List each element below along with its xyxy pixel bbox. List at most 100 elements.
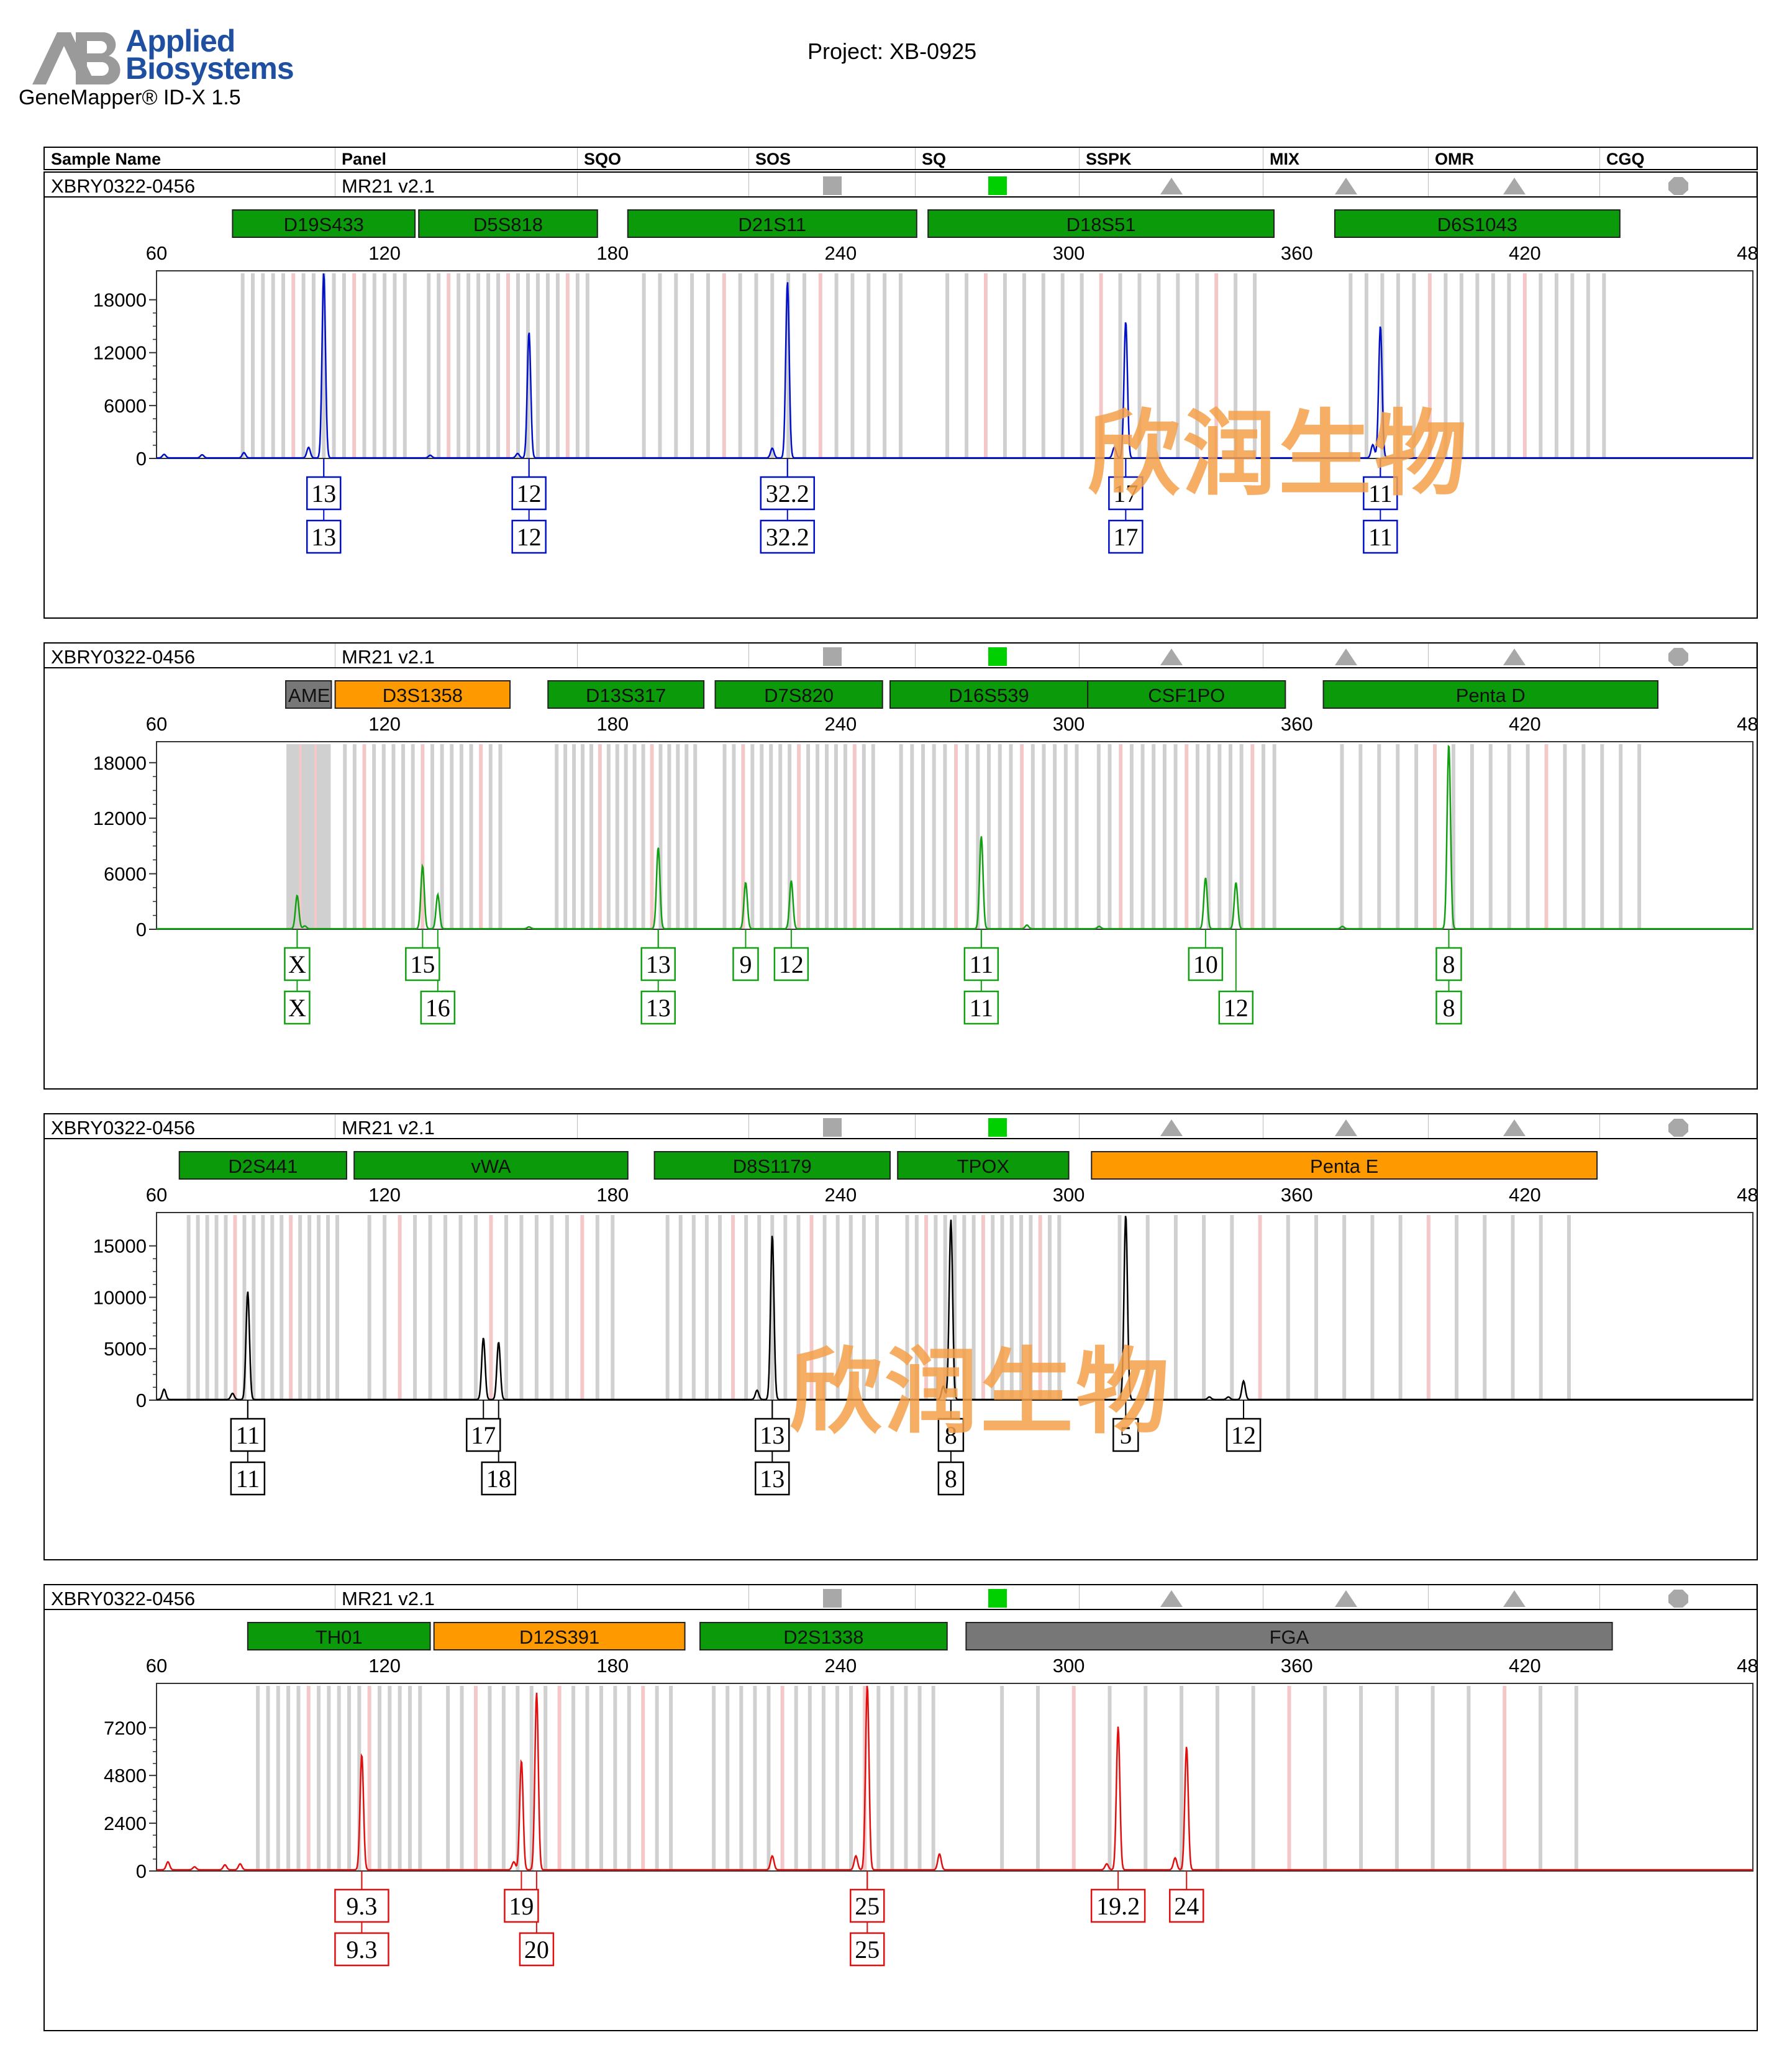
- sample-row[interactable]: XBRY0322-0456 MR21 v2.1: [45, 644, 1757, 668]
- marker-d16s539[interactable]: D16S539: [889, 680, 1089, 709]
- gray-square-icon[interactable]: [820, 647, 845, 666]
- marker-d8s1179[interactable]: D8S1179: [653, 1151, 891, 1180]
- marker-d3s1358[interactable]: D3S1358: [334, 680, 511, 709]
- allele-call[interactable]: 9.3: [334, 1871, 389, 1923]
- allele-call[interactable]: 11: [230, 1400, 266, 1452]
- allele-call[interactable]: 25: [850, 1871, 885, 1923]
- column-header-cgq[interactable]: CGQ: [1600, 148, 1757, 169]
- gray-triangle-icon[interactable]: [1334, 1118, 1358, 1137]
- marker-d21s11[interactable]: D21S11: [627, 209, 917, 238]
- gray-octagon-icon[interactable]: [1666, 647, 1691, 666]
- allele-call[interactable]: 13: [640, 929, 676, 1025]
- allele-call[interactable]: 17: [1108, 458, 1144, 511]
- allele-call[interactable]: 9: [732, 929, 759, 981]
- marker-d7s820[interactable]: D7S820: [714, 680, 883, 709]
- allele-call[interactable]: 8: [937, 1400, 965, 1496]
- marker-penta-d[interactable]: Penta D: [1322, 680, 1659, 709]
- allele-call[interactable]: 15: [405, 929, 440, 981]
- allele-call[interactable]: 11: [1363, 458, 1398, 511]
- green-square-icon[interactable]: [985, 647, 1010, 666]
- allele-call[interactable]: 17: [465, 1400, 501, 1452]
- column-header-sample[interactable]: Sample Name: [45, 148, 335, 169]
- allele-call[interactable]: 17: [1108, 458, 1144, 554]
- allele-call[interactable]: 13: [640, 929, 676, 981]
- allele-call[interactable]: 19.2: [1090, 1871, 1146, 1923]
- column-header-mix[interactable]: MIX: [1263, 148, 1429, 169]
- allele-call[interactable]: 12: [1226, 1400, 1262, 1452]
- green-square-icon[interactable]: [985, 1118, 1010, 1137]
- column-header-sqo[interactable]: SQO: [578, 148, 749, 169]
- allele-call[interactable]: 8: [1435, 929, 1462, 1025]
- allele-call[interactable]: 8: [937, 1400, 965, 1452]
- svg-text:13: 13: [311, 523, 336, 551]
- marker-tpox[interactable]: TPOX: [897, 1151, 1070, 1180]
- allele-call[interactable]: 13: [755, 1400, 790, 1496]
- gray-triangle-icon[interactable]: [1502, 1589, 1527, 1608]
- allele-call[interactable]: 11: [230, 1400, 266, 1496]
- marker-th01[interactable]: TH01: [247, 1622, 431, 1650]
- allele-call[interactable]: 13: [755, 1400, 790, 1452]
- marker-penta-e[interactable]: Penta E: [1091, 1151, 1598, 1180]
- marker-d5s818[interactable]: D5S818: [418, 209, 598, 238]
- gray-square-icon[interactable]: [820, 176, 845, 195]
- column-header-sspk[interactable]: SSPK: [1080, 148, 1263, 169]
- allele-call[interactable]: 8: [1435, 929, 1462, 981]
- allele-call[interactable]: 12: [773, 929, 809, 981]
- allele-call[interactable]: 32.2: [760, 458, 816, 511]
- gray-square-icon[interactable]: [820, 1118, 845, 1137]
- green-square-icon[interactable]: [985, 176, 1010, 195]
- allele-call[interactable]: 24: [1169, 1871, 1204, 1923]
- allele-call[interactable]: 18: [481, 1400, 516, 1496]
- sample-row[interactable]: XBRY0322-0456 MR21 v2.1: [45, 173, 1757, 198]
- gray-triangle-icon[interactable]: [1159, 647, 1184, 666]
- gray-triangle-icon[interactable]: [1334, 1589, 1358, 1608]
- allele-call[interactable]: 12: [1218, 929, 1254, 1025]
- gray-triangle-icon[interactable]: [1502, 176, 1527, 195]
- allele-call[interactable]: X: [284, 929, 311, 1025]
- allele-call[interactable]: 25: [850, 1871, 885, 1967]
- marker-d19s433[interactable]: D19S433: [232, 209, 416, 238]
- allele-call[interactable]: 12: [511, 458, 547, 554]
- allele-call[interactable]: 11: [963, 929, 999, 981]
- allele-call[interactable]: 10: [1188, 929, 1224, 981]
- marker-d18s51[interactable]: D18S51: [927, 209, 1275, 238]
- gray-triangle-icon[interactable]: [1159, 1589, 1184, 1608]
- allele-call[interactable]: 11: [963, 929, 999, 1025]
- marker-vwa[interactable]: vWA: [353, 1151, 629, 1180]
- gray-triangle-icon[interactable]: [1159, 176, 1184, 195]
- allele-call[interactable]: 20: [519, 1871, 555, 1967]
- gray-octagon-icon[interactable]: [1666, 1118, 1691, 1137]
- gray-triangle-icon[interactable]: [1502, 647, 1527, 666]
- allele-call[interactable]: 13: [306, 458, 342, 511]
- allele-call[interactable]: 19: [504, 1871, 539, 1923]
- allele-call[interactable]: 11: [1363, 458, 1398, 554]
- gray-octagon-icon[interactable]: [1666, 1589, 1691, 1608]
- marker-d2s441[interactable]: D2S441: [178, 1151, 347, 1180]
- gray-square-icon[interactable]: [820, 1589, 845, 1608]
- green-square-icon[interactable]: [985, 1589, 1010, 1608]
- allele-call[interactable]: 12: [511, 458, 547, 511]
- marker-ame[interactable]: AME: [285, 680, 332, 709]
- svg-text:10: 10: [1193, 950, 1218, 978]
- marker-csf1po[interactable]: CSF1PO: [1087, 680, 1286, 709]
- marker-d2s1338[interactable]: D2S1338: [699, 1622, 948, 1650]
- column-header-sq[interactable]: SQ: [916, 148, 1080, 169]
- gray-triangle-icon[interactable]: [1334, 176, 1358, 195]
- marker-d13s317[interactable]: D13S317: [547, 680, 705, 709]
- allele-call[interactable]: 5: [1112, 1400, 1139, 1452]
- column-header-panel[interactable]: Panel: [335, 148, 578, 169]
- marker-fga[interactable]: FGA: [965, 1622, 1613, 1650]
- allele-call[interactable]: 9.3: [334, 1871, 389, 1967]
- gray-triangle-icon[interactable]: [1502, 1118, 1527, 1137]
- gray-triangle-icon[interactable]: [1334, 647, 1358, 666]
- column-header-omr[interactable]: OMR: [1429, 148, 1600, 169]
- allele-call[interactable]: X: [284, 929, 311, 981]
- gray-triangle-icon[interactable]: [1159, 1118, 1184, 1137]
- sample-row[interactable]: XBRY0322-0456 MR21 v2.1: [45, 1114, 1757, 1139]
- sample-row[interactable]: XBRY0322-0456 MR21 v2.1: [45, 1585, 1757, 1610]
- allele-call[interactable]: 32.2: [760, 458, 816, 554]
- gray-octagon-icon[interactable]: [1666, 176, 1691, 195]
- marker-d12s391[interactable]: D12S391: [433, 1622, 686, 1650]
- column-header-sos[interactable]: SOS: [749, 148, 916, 169]
- marker-d6s1043[interactable]: D6S1043: [1334, 209, 1621, 238]
